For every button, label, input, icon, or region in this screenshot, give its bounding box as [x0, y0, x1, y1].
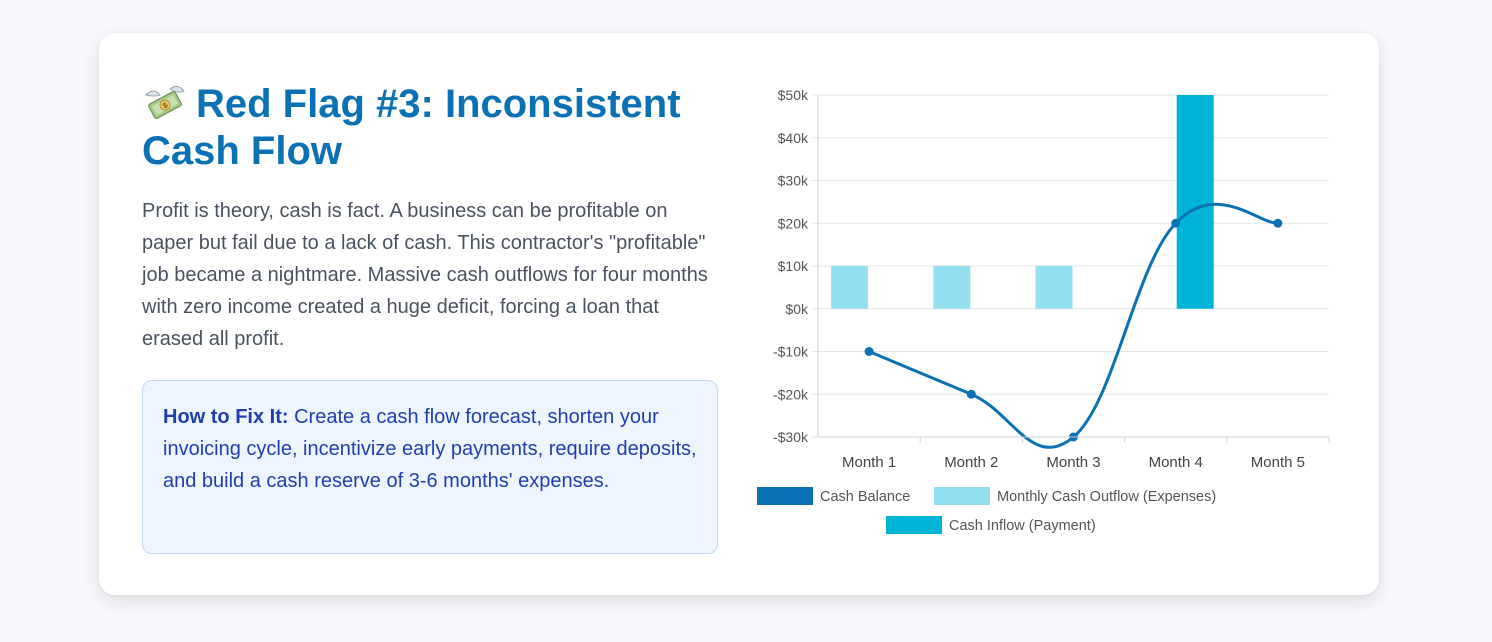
legend-swatch: [886, 516, 942, 534]
y-tick-label: $20k: [778, 215, 809, 231]
fix-label: How to Fix It:: [163, 406, 289, 428]
y-tick-label: -$10k: [773, 344, 809, 360]
y-tick-label: $50k: [778, 87, 809, 103]
x-tick-label: Month 1: [842, 454, 896, 471]
card-title: $ Red Flag #3: Inconsistent Cash Flow: [142, 82, 681, 173]
y-tick-label: $30k: [778, 173, 809, 189]
card-body: Profit is theory, cash is fact. A busine…: [142, 200, 708, 350]
cash-flow-chart: $50k $40k $30k $20k $10k $0k -$10k -$20k -$30k M…: [749, 73, 1369, 593]
cash-balance-line: [868, 202, 1279, 449]
chart-svg: $50k $40k $30k $20k $10k $0k -$10k -$20k -$30k M…: [757, 87, 1330, 534]
y-tick-label: -$30k: [773, 429, 809, 445]
fix-callout: How to Fix It: Create a cash flow foreca…: [142, 380, 718, 554]
cash-balance-point: [1273, 218, 1283, 228]
outflow-bar: [831, 266, 869, 309]
legend-swatch: [757, 487, 813, 505]
red-flag-card: $ Red Flag #3: Inconsistent Cash Flow Pr…: [99, 33, 1379, 595]
text-column: $ Red Flag #3: Inconsistent Cash Flow Pr…: [142, 81, 722, 355]
legend-swatch: [934, 487, 990, 505]
fix-text: Create a cash flow forecast, shorten you…: [163, 406, 697, 492]
cash-balance-point: [966, 389, 976, 399]
svg-text:$: $: [161, 100, 170, 110]
outflow-bar: [933, 266, 971, 309]
legend-label: Monthly Cash Outflow (Expenses): [997, 489, 1216, 505]
inflow-bar: [1176, 95, 1214, 309]
x-tick-label: Month 3: [1046, 454, 1100, 471]
cash-balance-point: [1171, 218, 1181, 228]
y-tick-label: $10k: [778, 258, 809, 274]
x-tick-label: Month 2: [944, 454, 998, 471]
y-tick-label: -$20k: [773, 386, 809, 402]
x-tick-label: Month 4: [1149, 454, 1203, 471]
cash-balance-point: [864, 347, 874, 356]
y-tick-label: $0k: [785, 301, 809, 317]
legend-label: Cash Inflow (Payment): [949, 518, 1096, 534]
y-tick-label: $40k: [778, 130, 809, 146]
outflow-bar: [1035, 266, 1073, 309]
legend-label: Cash Balance: [820, 489, 910, 505]
x-tick-label: Month 5: [1251, 454, 1305, 471]
money-with-wings-icon: $: [142, 85, 188, 121]
